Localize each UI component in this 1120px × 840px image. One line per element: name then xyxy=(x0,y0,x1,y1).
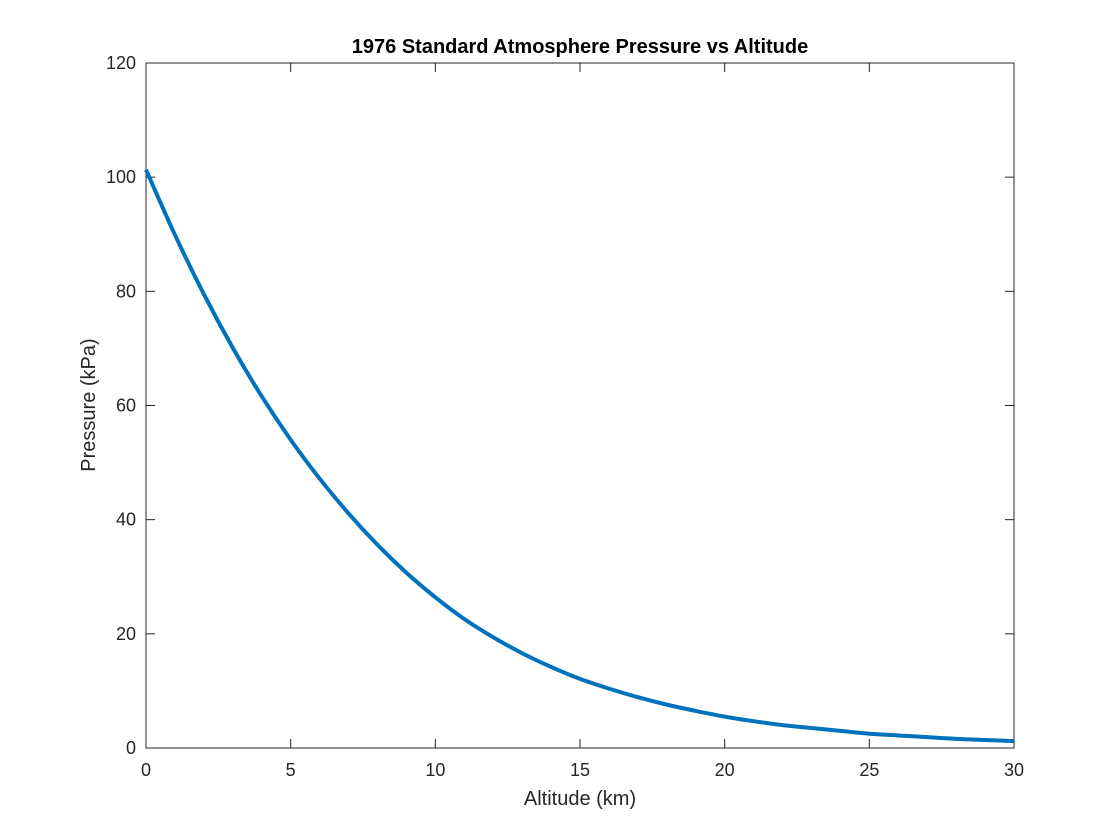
x-tick-label: 10 xyxy=(425,760,445,780)
plot-area xyxy=(145,62,1015,749)
x-tick-label: 20 xyxy=(715,760,735,780)
axis-ticks xyxy=(145,62,1015,749)
y-tick-label: 0 xyxy=(126,738,136,758)
y-tick-label: 20 xyxy=(116,624,136,644)
x-tick-label: 0 xyxy=(141,760,151,780)
chart-title: 1976 Standard Atmosphere Pressure vs Alt… xyxy=(352,36,808,58)
x-tick-labels: 0 5 10 15 20 25 30 xyxy=(141,760,1024,780)
y-tick-label: 100 xyxy=(106,167,136,187)
y-tick-labels: 0 20 40 60 80 100 120 xyxy=(106,53,136,758)
y-tick-label: 40 xyxy=(116,510,136,530)
y-tick-label: 60 xyxy=(116,396,136,416)
y-tick-label: 120 xyxy=(106,53,136,73)
x-tick-label: 15 xyxy=(570,760,590,780)
pressure-series-line xyxy=(144,168,1015,744)
series-group xyxy=(144,168,1015,744)
x-tick-label: 25 xyxy=(859,760,879,780)
x-tick-label: 5 xyxy=(286,760,296,780)
y-axis-label: Pressure (kPa) xyxy=(78,338,100,471)
x-tick-label: 30 xyxy=(1004,760,1024,780)
x-axis-label: Altitude (km) xyxy=(524,788,636,810)
y-tick-label: 80 xyxy=(116,281,136,301)
